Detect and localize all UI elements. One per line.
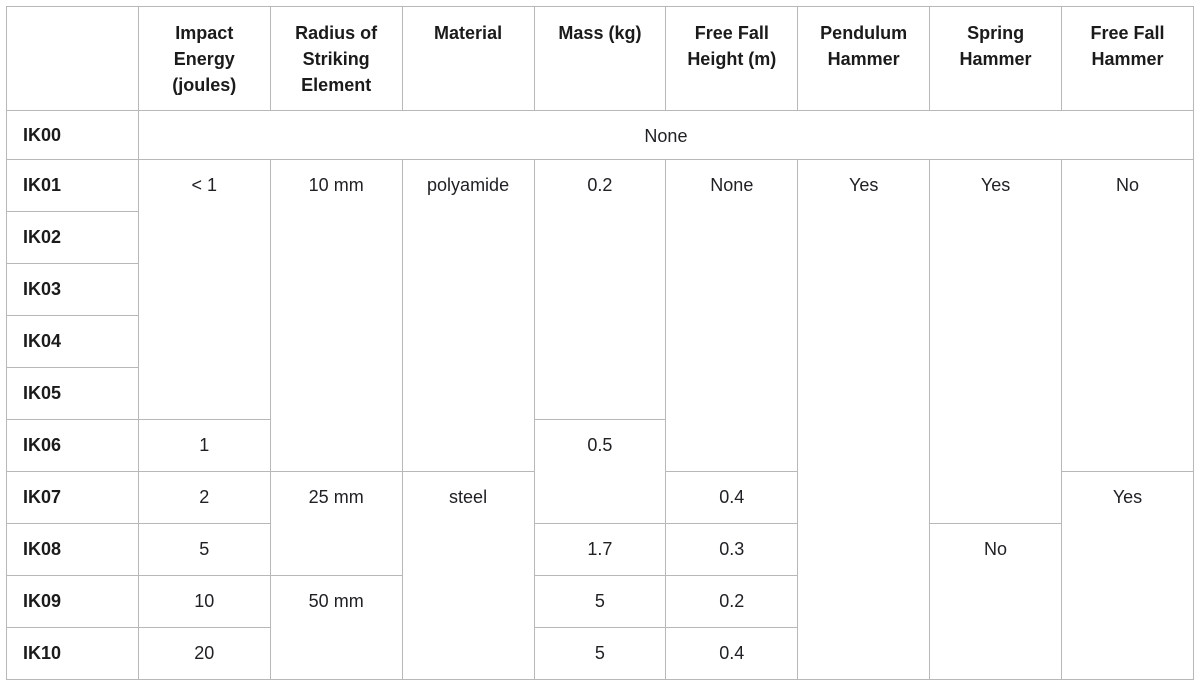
table-body: IK00 None IK01 < 1 10 mm polyamide 0.2 None Yes Y…: [6, 110, 1195, 680]
table-cell: No: [929, 523, 1062, 680]
row-header: IK02: [6, 211, 139, 264]
table-cell: Yes: [929, 159, 1062, 524]
table-cell: 20: [137, 627, 271, 680]
table-row: IK06 1 0.5: [6, 419, 1194, 524]
row-header: IK05: [6, 367, 139, 420]
row-header: IK06: [6, 419, 139, 472]
row-header: IK10: [6, 627, 139, 680]
column-header: Mass (kg): [533, 6, 667, 111]
table-cell: 0.4: [665, 627, 799, 680]
table-cell: Yes: [797, 159, 931, 680]
column-header: Impact Energy (joules): [137, 6, 271, 111]
table-cell: 10 mm: [269, 159, 403, 472]
row-header: IK08: [6, 523, 139, 576]
table-cell: steel: [401, 471, 535, 680]
table-row: IK05: [6, 367, 1194, 420]
table-cell: 1: [137, 419, 271, 472]
table-cell: None: [137, 110, 1195, 160]
row-header: IK09: [6, 575, 139, 628]
row-header: IK07: [6, 471, 139, 524]
table-header: Impact Energy (joules) Radius of Striking…: [6, 6, 1194, 111]
table-cell: 0.4: [665, 471, 799, 524]
table-cell: 0.5: [533, 419, 667, 524]
column-header: Free Fall Height (m): [665, 6, 799, 111]
row-header: IK04: [6, 315, 139, 368]
table-row: IK10 20 5 0.4: [6, 627, 1194, 680]
table-cell: None: [665, 159, 799, 472]
table-row: IK08 5 1.7 0.3 No: [6, 523, 1194, 680]
ik-rating-table: Impact Energy (joules) Radius of Striking…: [6, 6, 1195, 680]
table-row: IK01 < 1 10 mm polyamide 0.2 None Yes Yes No: [6, 159, 1194, 680]
table-row: IK09 10 50 mm 5 0.2: [6, 575, 1194, 680]
table-cell: 25 mm: [269, 471, 403, 576]
row-header: IK00: [6, 110, 139, 160]
table-cell: polyamide: [401, 159, 535, 472]
table-row: IK03: [6, 263, 1194, 316]
table-cell: Yes: [1061, 471, 1194, 680]
column-header: Pendulum Hammer: [797, 6, 931, 111]
table-cell: 10: [137, 575, 271, 628]
column-header: Radius of Striking Element: [269, 6, 403, 111]
table-row: IK07 2 25 mm steel 0.4 Yes: [6, 471, 1194, 680]
column-header: Free Fall Hammer: [1061, 6, 1194, 111]
table-row: IK00 None: [6, 110, 1195, 160]
table-cell: 50 mm: [269, 575, 403, 680]
table-cell: 1.7: [533, 523, 667, 576]
table-cell: < 1: [137, 159, 271, 420]
corner-header-cell: [6, 6, 139, 111]
table-cell: 0.2: [665, 575, 799, 628]
column-header: Material: [401, 6, 535, 111]
table-cell: 5: [533, 575, 667, 628]
column-header: Spring Hammer: [929, 6, 1062, 111]
table-cell: 2: [137, 471, 271, 524]
row-header: IK03: [6, 263, 139, 316]
table-cell: 5: [137, 523, 271, 576]
table-cell: 0.2: [533, 159, 667, 420]
table-cell: 0.3: [665, 523, 799, 576]
table-cell: No: [1061, 159, 1194, 472]
table-row: IK02: [6, 211, 1194, 264]
header-row: Impact Energy (joules) Radius of Striking…: [6, 6, 1194, 111]
table-cell: 5: [533, 627, 667, 680]
row-header: IK01: [6, 159, 139, 212]
